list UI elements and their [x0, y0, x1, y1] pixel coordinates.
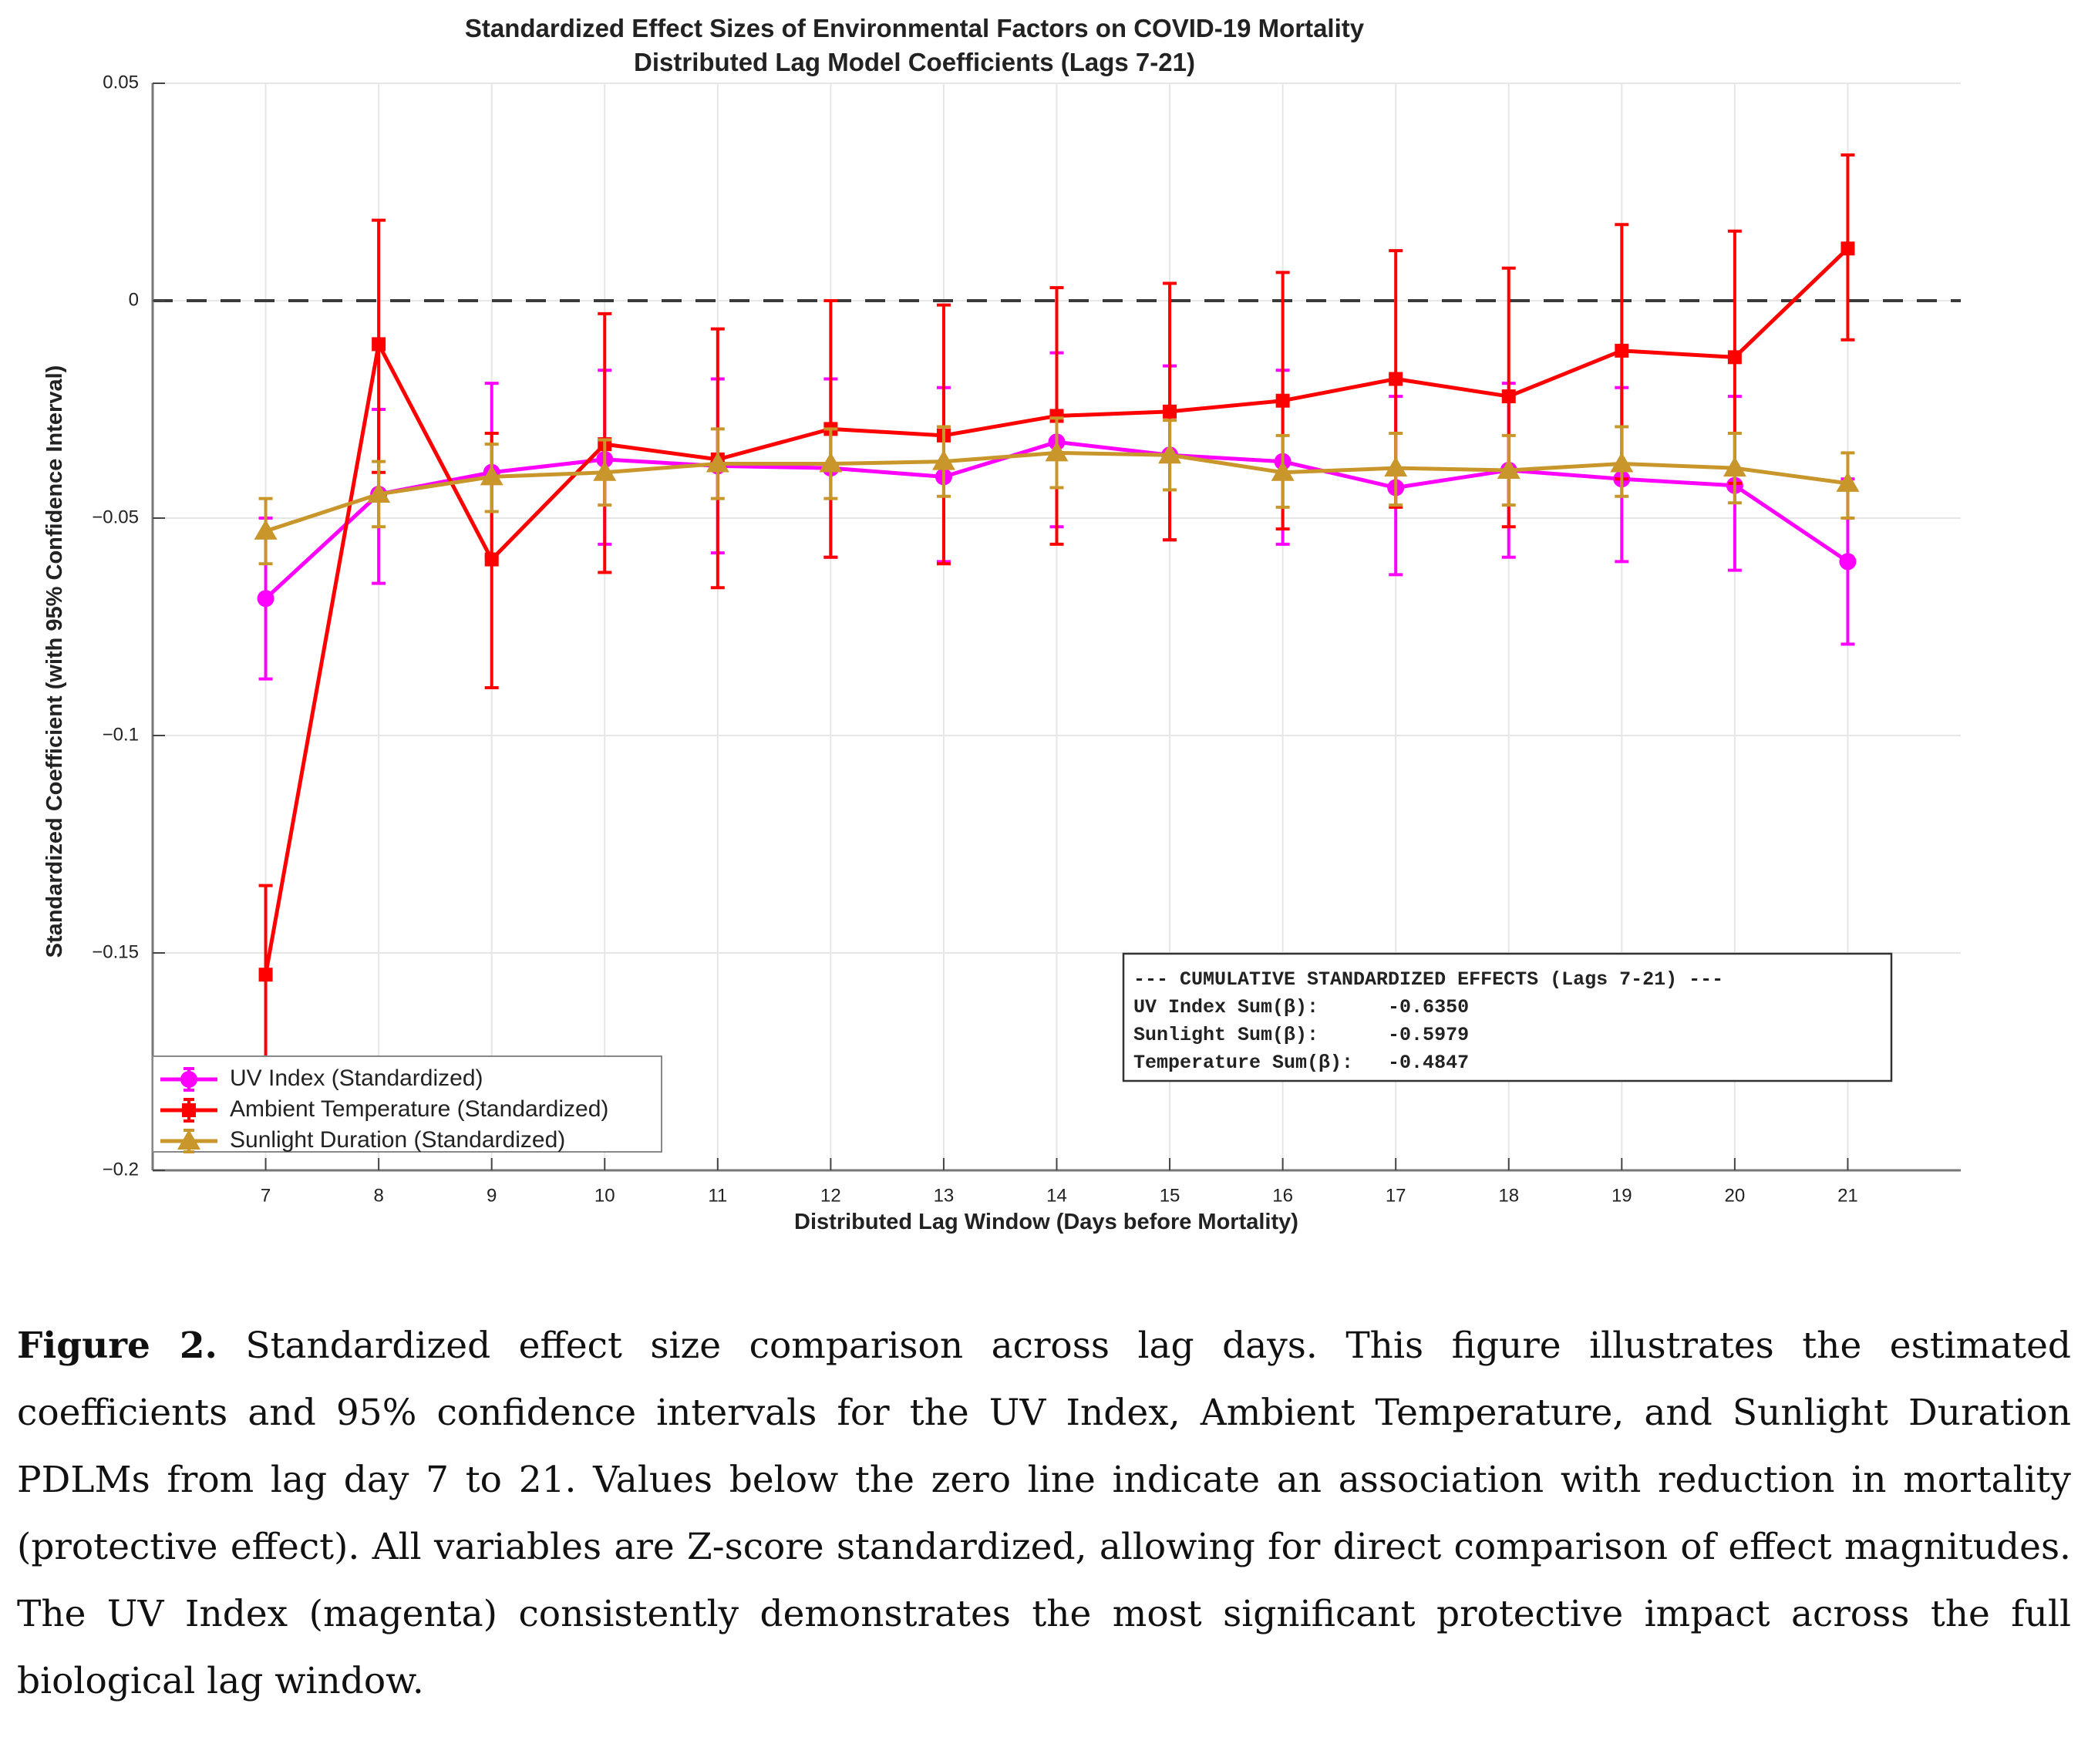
x-tick-label: 7	[261, 1185, 271, 1206]
x-tick-label: 21	[1837, 1185, 1858, 1206]
x-tick-label: 11	[708, 1185, 727, 1206]
x-tick-label: 15	[1160, 1185, 1180, 1206]
data-point-sunlight-duration	[1158, 443, 1182, 464]
y-tick-label: 0	[129, 289, 139, 310]
x-tick-label: 17	[1386, 1185, 1406, 1206]
x-tick-label: 16	[1272, 1185, 1293, 1206]
x-tick-label: 14	[1046, 1185, 1067, 1206]
x-tick-label: 9	[487, 1185, 497, 1206]
legend-label-uv: UV Index (Standardized)	[230, 1065, 483, 1091]
data-point-uv-index	[1839, 553, 1857, 571]
legend-label-sunlight: Sunlight Duration (Standardized)	[230, 1127, 565, 1153]
series-sunlight-duration	[254, 416, 1860, 566]
data-point-ambient-temperature	[1840, 241, 1855, 256]
caption-label: Figure 2.	[17, 1325, 217, 1367]
axes	[151, 82, 1961, 1172]
data-point-ambient-temperature	[484, 552, 499, 567]
data-point-sunlight-duration	[254, 519, 278, 540]
cumulative-effects-box: --- CUMULATIVE STANDARDIZED EFFECTS (Lag…	[1122, 952, 1893, 1082]
data-point-ambient-temperature	[258, 968, 273, 982]
x-tick-label: 10	[594, 1185, 615, 1206]
x-tick-label: 18	[1498, 1185, 1519, 1206]
data-point-sunlight-duration	[706, 452, 729, 473]
data-point-ambient-temperature	[1615, 343, 1629, 358]
y-tick-label: −0.1	[103, 724, 139, 745]
data-point-ambient-temperature	[1389, 372, 1403, 386]
chart: 0.05 0 −0.05 −0.1 −0.15 −0.2 7 8 9 10 11 12 13 14 15 1…	[42, 14, 1961, 1234]
y-axis-label: Standardized Coefficient (with 95% Confi…	[42, 365, 67, 958]
y-tick-label: −0.15	[92, 941, 139, 962]
legend-swatches	[160, 1067, 217, 1153]
data-point-ambient-temperature	[1727, 350, 1742, 365]
data-point-sunlight-duration	[931, 449, 955, 470]
series-layer	[254, 153, 1860, 1063]
data-point-uv-index	[257, 590, 274, 608]
caption-text: Standardized effect size comparison acro…	[17, 1325, 2071, 1702]
data-point-sunlight-duration	[1836, 471, 1860, 492]
legend: UV Index (Standardized) Ambient Temperat…	[152, 1055, 662, 1153]
annotation-temperature-sum: Temperature Sum(β): -0.4847	[1133, 1052, 1469, 1074]
data-point-ambient-temperature	[372, 337, 386, 352]
legend-label-temperature: Ambient Temperature (Standardized)	[230, 1096, 608, 1122]
x-tick-label: 13	[934, 1185, 955, 1206]
data-point-ambient-temperature	[1163, 404, 1177, 419]
chart-title: Standardized Effect Sizes of Environment…	[465, 14, 1365, 42]
data-point-ambient-temperature	[1275, 393, 1290, 408]
x-tick-label: 19	[1611, 1185, 1632, 1206]
data-point-sunlight-duration	[1271, 460, 1295, 481]
data-point-sunlight-duration	[1384, 456, 1408, 477]
legend-marker-uv-index	[180, 1071, 197, 1088]
x-axis-label: Distributed Lag Window (Days before Mort…	[794, 1210, 1298, 1234]
data-point-sunlight-duration	[593, 460, 617, 481]
legend-box	[152, 1055, 662, 1153]
y-tick-labels: 0.05 0 −0.05 −0.1 −0.15 −0.2	[92, 72, 139, 1180]
x-tick-label: 20	[1725, 1185, 1746, 1206]
y-tick-label: −0.2	[103, 1159, 139, 1180]
legend-marker-ambient-temperature	[182, 1103, 196, 1117]
x-tick-labels: 7 8 9 10 11 12 13 14 15 16 17 18 19 20 21	[261, 1185, 1858, 1206]
annotation-uv-sum: UV Index Sum(β): -0.6350	[1133, 996, 1469, 1018]
y-tick-label: −0.05	[92, 507, 139, 527]
chart-subtitle: Distributed Lag Model Coefficients (Lags…	[634, 48, 1195, 76]
data-point-sunlight-duration	[480, 465, 503, 486]
data-point-sunlight-duration	[819, 452, 843, 473]
data-point-sunlight-duration	[367, 482, 391, 503]
y-tick-label: 0.05	[103, 72, 139, 93]
figure: 0.05 0 −0.05 −0.1 −0.15 −0.2 7 8 9 10 11 12 13 14 15 1…	[42, 14, 1961, 1234]
annotation-header: --- CUMULATIVE STANDARDIZED EFFECTS (Lag…	[1133, 968, 1723, 991]
data-point-sunlight-duration	[1045, 441, 1069, 462]
data-point-sunlight-duration	[1610, 452, 1634, 473]
x-tick-label: 12	[820, 1185, 841, 1206]
data-point-ambient-temperature	[1501, 389, 1516, 404]
annotation-sunlight-sum: Sunlight Sum(β): -0.5979	[1133, 1024, 1469, 1046]
annotation-box	[1122, 952, 1893, 1082]
data-point-sunlight-duration	[1723, 456, 1746, 477]
data-point-sunlight-duration	[1497, 458, 1521, 479]
figure-caption: Figure 2. Standardized effect size compa…	[17, 1312, 2071, 1715]
x-tick-label: 8	[373, 1185, 383, 1206]
legend-marker-sunlight-duration	[177, 1129, 200, 1150]
